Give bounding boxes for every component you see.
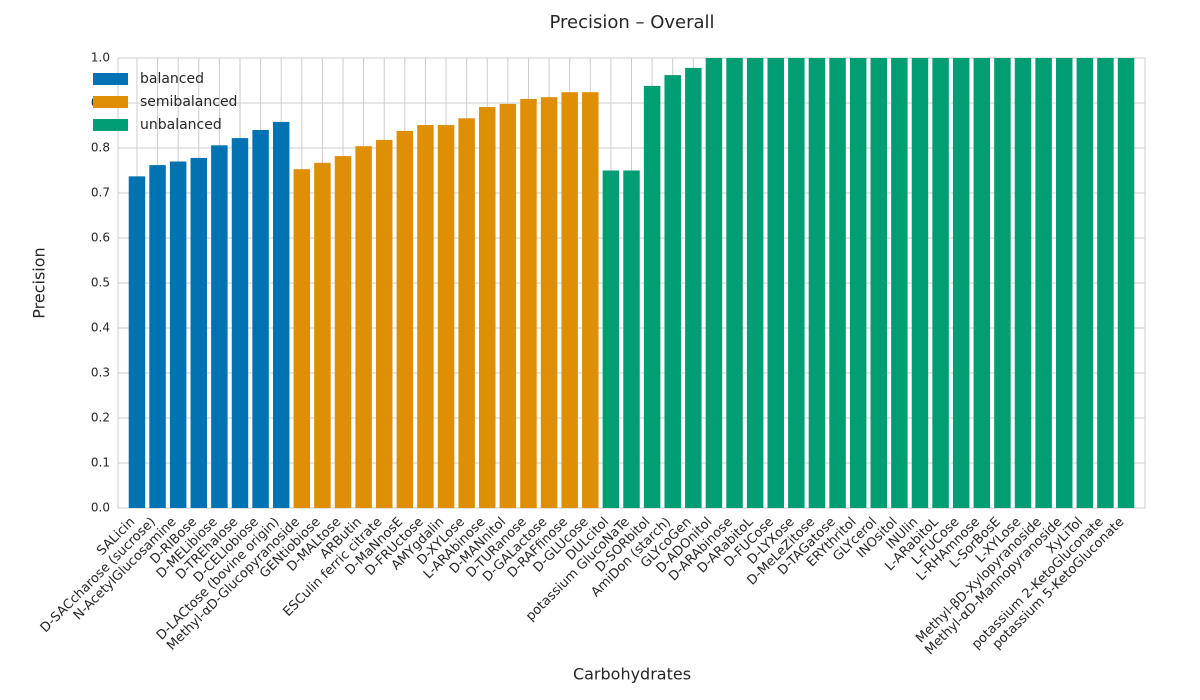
legend-label: balanced — [140, 71, 204, 87]
bar — [767, 58, 784, 508]
y-tick-label: 0.5 — [91, 276, 110, 290]
bar — [293, 169, 311, 508]
bar — [1055, 58, 1073, 508]
bar — [994, 58, 1011, 508]
bar — [375, 139, 393, 508]
bar — [643, 85, 661, 509]
y-tick-label: 1.0 — [91, 51, 110, 65]
y-tick-label: 0.4 — [91, 321, 110, 335]
bar — [602, 170, 620, 508]
y-tick-label: 0.1 — [91, 456, 110, 470]
y-axis-label: Precision — [30, 247, 49, 318]
bar — [231, 138, 249, 508]
bar — [417, 125, 434, 509]
bar — [520, 98, 537, 508]
bar — [169, 161, 187, 508]
bar — [623, 170, 640, 508]
bar — [540, 97, 558, 509]
y-tick-label: 0.6 — [91, 231, 110, 245]
y-tick-label: 0.2 — [91, 411, 110, 425]
bar — [808, 58, 826, 508]
bar — [211, 145, 228, 509]
bar — [870, 58, 888, 508]
legend-swatch — [93, 96, 128, 108]
bar — [952, 58, 970, 508]
y-tick-label: 0.3 — [91, 366, 110, 380]
bar — [1117, 58, 1135, 508]
bar — [788, 58, 805, 508]
bar — [1097, 58, 1114, 508]
bar — [272, 121, 290, 509]
x-axis-label: Carbohydrates — [573, 665, 691, 684]
bar — [437, 125, 455, 509]
bar — [973, 58, 991, 508]
bar — [561, 92, 578, 508]
bar — [705, 58, 723, 508]
bar — [355, 146, 372, 508]
legend-label: unbalanced — [140, 117, 222, 133]
bar — [479, 107, 496, 509]
bar — [149, 165, 166, 508]
bar — [190, 157, 208, 508]
bar — [252, 130, 269, 508]
bar — [396, 130, 414, 508]
bar — [1014, 58, 1032, 508]
bar — [911, 58, 929, 508]
bar — [128, 176, 146, 508]
bar — [1035, 58, 1052, 508]
bar — [849, 58, 867, 508]
bar — [582, 92, 599, 508]
x-tick-label: D-SACcharose (sucrose) — [38, 515, 159, 636]
bar — [932, 58, 949, 508]
legend-label: semibalanced — [140, 94, 237, 110]
bar — [891, 58, 908, 508]
bar — [664, 75, 681, 508]
legend-swatch — [93, 119, 128, 131]
bar — [829, 58, 846, 508]
bar — [458, 118, 475, 509]
bar — [746, 58, 764, 508]
y-tick-label: 0.8 — [91, 141, 110, 155]
bar — [314, 162, 331, 508]
chart-title: Precision – Overall — [549, 12, 714, 33]
bar — [1076, 58, 1094, 508]
bar — [685, 67, 702, 509]
bar — [499, 103, 517, 509]
legend-swatch — [93, 73, 128, 85]
bar — [726, 58, 743, 508]
y-tick-label: 0.7 — [91, 186, 110, 200]
bar — [334, 156, 352, 508]
y-tick-label: 0.0 — [91, 501, 110, 515]
